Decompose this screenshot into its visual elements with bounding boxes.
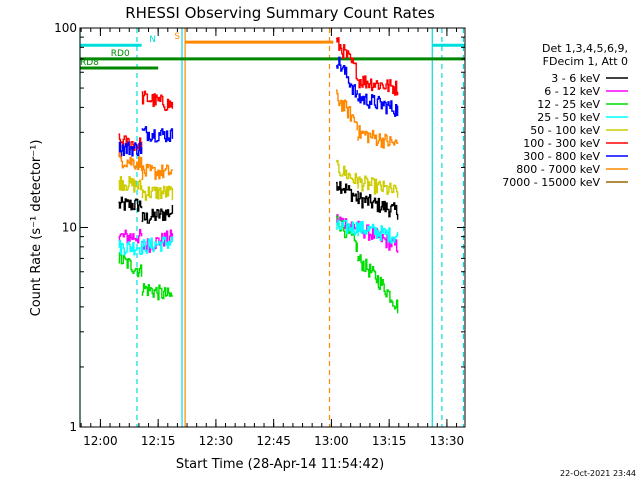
series-0-segment-2 <box>336 181 358 202</box>
series-0-segment-0 <box>118 196 143 212</box>
legend-label-1: 6 - 12 keV <box>544 85 600 98</box>
series-6 <box>118 56 399 157</box>
plot-area: N RD0 RD8 S <box>79 28 465 427</box>
series-0-segment-1 <box>141 205 174 224</box>
y-tick-label-1: 10 <box>62 221 77 235</box>
x-tick-label-3: 12:45 <box>256 434 291 448</box>
series-3-segment-0 <box>118 239 143 256</box>
series-7-segment-0 <box>118 152 143 172</box>
flag-label-rd0-2: RD0 <box>111 49 130 59</box>
legend-label-7: 800 - 7000 keV <box>516 163 600 176</box>
series-4-segment-2 <box>336 159 358 185</box>
x-tick-label-6: 13:30 <box>430 434 465 448</box>
series-6-segment-1 <box>141 126 174 143</box>
x-axis-label: Start Time (28-Apr-14 11:54:42) <box>176 457 384 472</box>
series-4 <box>118 159 399 201</box>
y-tick-label-0: 1 <box>69 420 77 434</box>
timestamp: 22-Oct-2021 23:44 <box>560 469 636 478</box>
series-3 <box>118 219 399 256</box>
series-1-segment-0 <box>118 228 143 244</box>
series-3-segment-1 <box>141 236 174 255</box>
flag-label-rd8-3: RD8 <box>80 58 99 68</box>
series-2-segment-1 <box>141 283 174 301</box>
legend-label-0: 3 - 6 keV <box>551 72 600 85</box>
x-tick-label-5: 13:15 <box>372 434 407 448</box>
flag-label-n-0: N <box>149 35 156 45</box>
x-tick-label-1: 12:15 <box>141 434 176 448</box>
x-tick-label-2: 12:30 <box>199 434 234 448</box>
series-4-segment-0 <box>118 176 143 193</box>
series-5-segment-2 <box>336 37 358 81</box>
x-tick-label-4: 13:00 <box>314 434 349 448</box>
y-axis: 1 10 100 <box>54 21 465 434</box>
y-axis-label: Count Rate (s⁻¹ detector⁻¹) <box>29 140 44 317</box>
series-7 <box>118 89 399 181</box>
x-axis: 12:00 12:15 12:30 12:45 13:00 13:15 13:30 <box>80 28 465 448</box>
series-6-segment-2 <box>336 56 358 98</box>
series-5-segment-3 <box>357 75 399 96</box>
series-0-segment-3 <box>357 190 399 220</box>
legend: Det 1,3,4,5,6,9,FDecim 1, Att 0 3 - 6 keV… <box>502 42 628 189</box>
series-2-segment-3 <box>357 254 399 314</box>
legend-header-1: FDecim 1, Att 0 <box>543 55 628 68</box>
flag-label-s-4: S <box>174 32 180 42</box>
series-7-segment-1 <box>141 163 174 181</box>
chart-title: RHESSI Observing Summary Count Rates <box>125 4 435 22</box>
y-tick-label-2: 100 <box>54 21 77 35</box>
series-4-segment-3 <box>357 175 399 198</box>
series-7-segment-2 <box>336 89 358 131</box>
series-2-segment-0 <box>118 252 143 278</box>
series-3-segment-2 <box>336 219 358 236</box>
legend-label-8: 7000 - 15000 keV <box>502 176 600 189</box>
series-7-segment-3 <box>357 125 399 149</box>
series-3-segment-3 <box>357 220 399 244</box>
x-tick-label-0: 12:00 <box>83 434 118 448</box>
legend-label-4: 50 - 100 keV <box>530 124 600 137</box>
series-4-segment-1 <box>141 185 174 201</box>
series-6-segment-0 <box>118 141 143 157</box>
legend-label-5: 100 - 300 keV <box>523 137 600 150</box>
legend-label-2: 12 - 25 keV <box>537 98 600 111</box>
series-5-segment-1 <box>141 90 174 111</box>
legend-header-0: Det 1,3,4,5,6,9, <box>542 42 628 55</box>
series-6-segment-3 <box>357 93 399 117</box>
series-0 <box>118 181 399 224</box>
legend-label-3: 25 - 50 keV <box>537 111 600 124</box>
legend-label-6: 300 - 800 keV <box>523 150 600 163</box>
